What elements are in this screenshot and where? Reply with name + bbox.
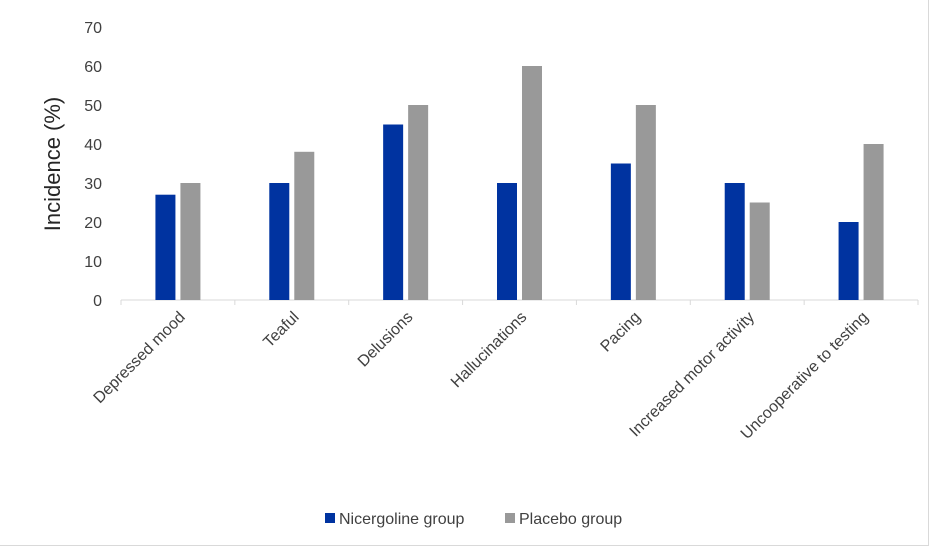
bar-placebo xyxy=(408,105,429,300)
category-labels: Depressed mood Teaful Delusions Hallucinati… xyxy=(91,309,872,443)
y-tick-label: 30 xyxy=(84,176,102,193)
legend-label: Placebo group xyxy=(519,511,622,528)
bar-nicergoline xyxy=(155,194,176,300)
x-category-label: Increased motor activity xyxy=(627,309,758,440)
bars xyxy=(155,66,884,300)
legend-swatch xyxy=(325,513,335,523)
x-category-label: Hallucinations xyxy=(448,309,530,391)
x-category-label: Delusions xyxy=(355,309,417,371)
bar-nicergoline xyxy=(269,183,290,300)
bar-placebo xyxy=(522,66,542,300)
legend-swatch xyxy=(505,513,515,523)
bar-nicergoline xyxy=(497,183,517,300)
legend-label: Nicergoline group xyxy=(339,511,465,528)
y-axis: 0 10 20 30 40 50 60 70 xyxy=(84,20,102,310)
bar-placebo xyxy=(749,202,770,300)
x-category-label: Teaful xyxy=(260,309,302,351)
bar-nicergoline xyxy=(610,163,631,300)
bar-nicergoline xyxy=(383,124,404,300)
y-tick-label: 0 xyxy=(93,293,102,310)
bar-nicergoline xyxy=(838,222,859,300)
legend: Nicergoline group Placebo group xyxy=(325,511,622,528)
y-tick-label: 10 xyxy=(84,254,102,271)
bar-placebo xyxy=(294,151,315,300)
x-axis xyxy=(120,299,919,305)
bar-nicergoline xyxy=(724,183,745,300)
x-category-label: Uncooperative to testing xyxy=(738,309,872,443)
y-axis-title: Incidence (%) xyxy=(40,97,65,232)
y-tick-label: 20 xyxy=(84,215,102,232)
bar-placebo xyxy=(635,105,656,300)
x-category-label: Depressed mood xyxy=(91,309,189,407)
y-tick-label: 70 xyxy=(84,20,102,37)
bar-placebo xyxy=(863,144,884,300)
y-tick-label: 40 xyxy=(84,137,102,154)
y-tick-label: 50 xyxy=(84,98,102,115)
y-tick-label: 60 xyxy=(84,59,102,76)
x-category-label: Pacing xyxy=(598,309,645,356)
bar-placebo xyxy=(180,183,201,300)
